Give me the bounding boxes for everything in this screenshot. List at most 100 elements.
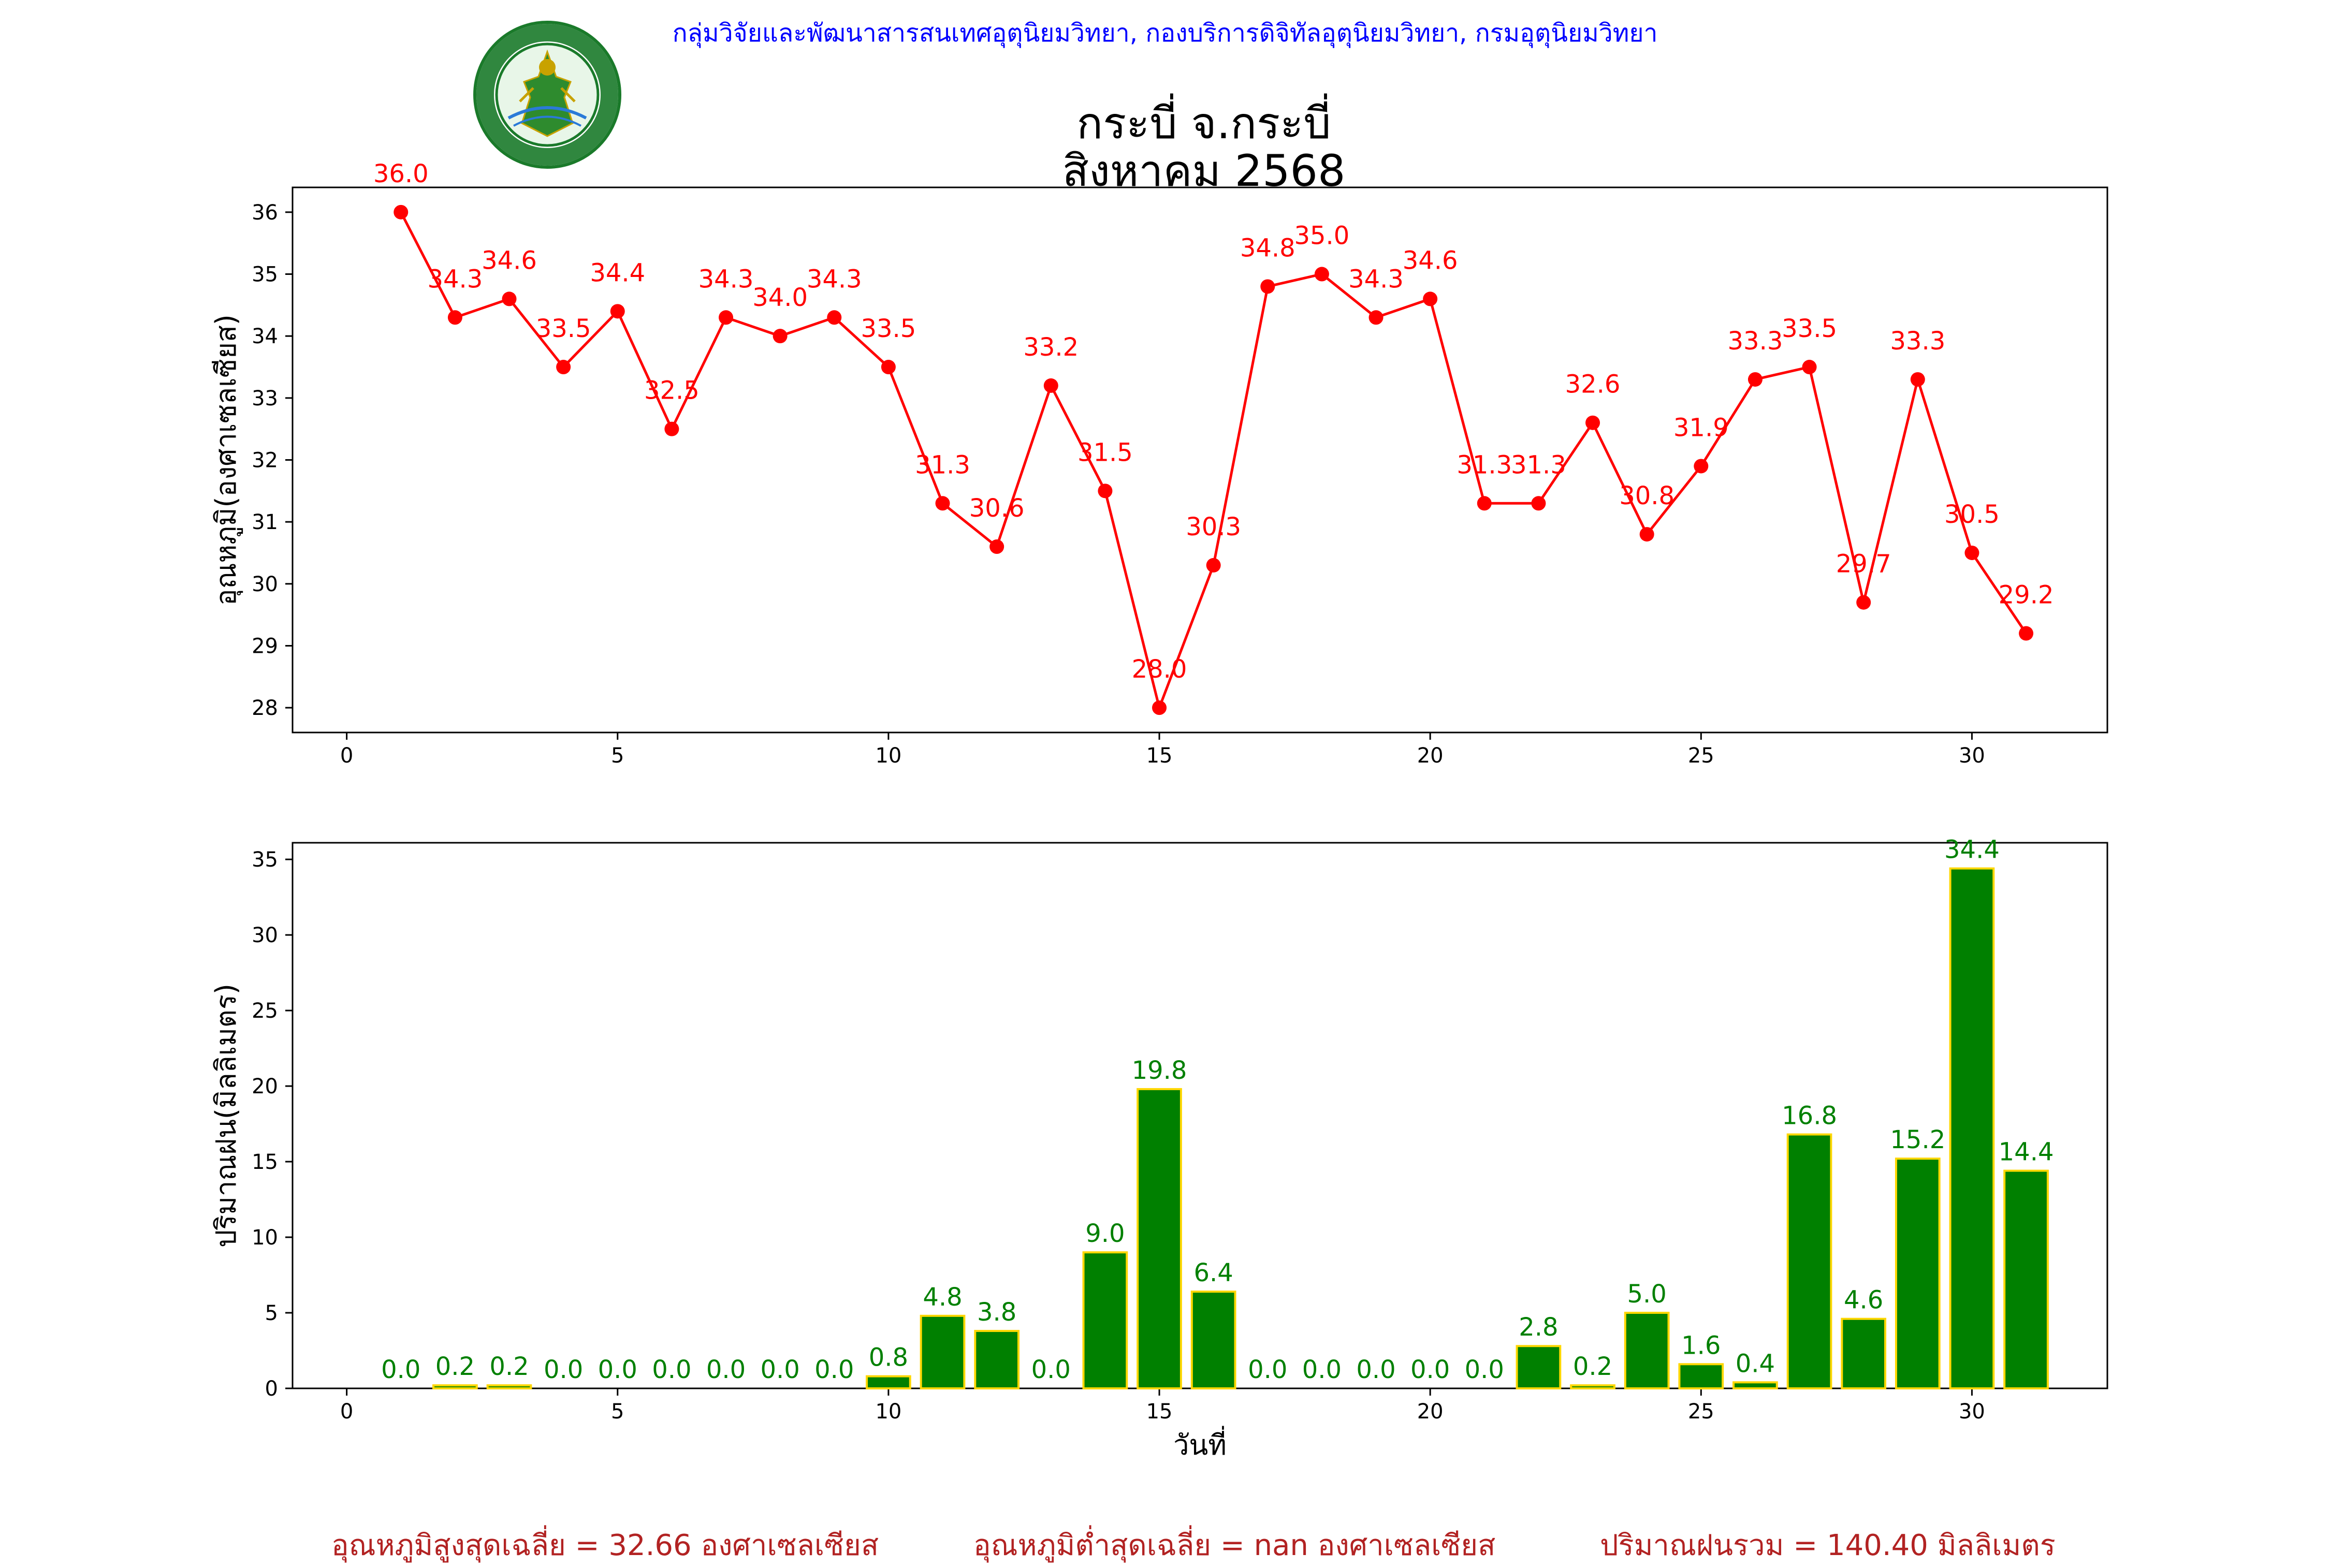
temp-data-label: 30.8 [1619, 481, 1674, 510]
temp-data-label: 30.5 [1944, 500, 2000, 529]
rain-data-label: 4.6 [1844, 1286, 1883, 1315]
temp-x-tick-label: 15 [1146, 744, 1173, 768]
temp-point [881, 360, 896, 375]
rain-data-label: 0.0 [1248, 1355, 1287, 1384]
rain-x-tick-label: 10 [875, 1400, 901, 1424]
temp-y-tick-label: 34 [252, 325, 278, 348]
temp-data-label: 34.3 [807, 265, 862, 294]
rain-x-tick-label: 20 [1417, 1400, 1444, 1424]
rain-bar [920, 1314, 966, 1389]
rain-y-tick-label: 20 [252, 1075, 278, 1098]
rain-x-tick-label: 0 [340, 1400, 353, 1424]
rain-data-label: 0.0 [544, 1355, 583, 1384]
temp-data-label: 31.3 [915, 450, 970, 479]
temp-data-label: 34.3 [1348, 265, 1404, 294]
temp-y-axis-label: อุณหภูมิ(องศาเซลเซียส) [210, 314, 243, 606]
temp-point [1098, 483, 1113, 499]
temp-point [1423, 291, 1438, 306]
temp-point [1639, 527, 1654, 542]
temp-y-tick-label: 35 [252, 263, 278, 287]
department-logo [473, 21, 621, 169]
rain-bar [1570, 1384, 1615, 1389]
rain-data-label: 3.8 [977, 1298, 1016, 1327]
temp-y-tick-label: 33 [252, 387, 278, 411]
temp-point [827, 310, 842, 325]
temp-x-tick-label: 30 [1959, 744, 1985, 768]
rain-data-label: 4.8 [923, 1283, 962, 1312]
rain-data-label: 0.0 [1302, 1355, 1342, 1384]
temp-point [1856, 595, 1871, 610]
rain-data-label: 34.4 [1944, 836, 2000, 864]
rain-data-label: 2.8 [1519, 1313, 1558, 1342]
rain-bar [1082, 1251, 1128, 1390]
temp-data-label: 34.3 [427, 265, 483, 294]
temp-x-tick-label: 0 [340, 744, 353, 768]
temp-x-tick-label: 20 [1417, 744, 1444, 768]
rain-data-label: 5.0 [1627, 1280, 1666, 1309]
avg-min-temp-summary: อุณหภูมิต่ำสุดเฉลี่ย = nan องศาเซลเซียส [973, 1529, 1496, 1562]
temp-data-label: 32.5 [644, 376, 700, 405]
rain-bar [1949, 867, 1995, 1390]
rain-data-label: 0.0 [814, 1355, 854, 1384]
agency-header: กลุ่มวิจัยและพัฒนาสารสนเทศอุตุนิยมวิทยา,… [672, 19, 1658, 48]
temp-point [1910, 372, 1925, 387]
temp-data-label: 30.3 [1186, 512, 1241, 541]
temp-y-tick-label: 32 [252, 449, 278, 473]
temp-data-label: 32.6 [1565, 370, 1621, 399]
rain-data-label: 9.0 [1085, 1219, 1125, 1248]
rain-data-label: 6.4 [1193, 1258, 1233, 1287]
temp-data-label: 28.0 [1132, 655, 1187, 684]
temp-point [1152, 700, 1167, 715]
temp-data-label: 33.5 [536, 314, 591, 343]
rain-bar [1732, 1381, 1778, 1389]
rain-data-label: 0.0 [598, 1355, 637, 1384]
temp-data-label: 31.5 [1077, 438, 1133, 467]
temp-point [719, 310, 734, 325]
temp-point [1585, 415, 1600, 430]
rain-data-label: 0.0 [652, 1355, 691, 1384]
rain-y-axis-label: ปริมาณฝน(มิลลิเมตร) [210, 984, 242, 1248]
rain-x-tick-label: 25 [1688, 1400, 1714, 1424]
rain-bar [432, 1384, 478, 1389]
rain-bar [2003, 1169, 2049, 1389]
rain-y-tick-label: 15 [252, 1150, 278, 1174]
rain-bar [1516, 1345, 1562, 1389]
temp-point [610, 304, 625, 319]
rain-y-tick-label: 5 [265, 1301, 278, 1325]
temp-point [502, 291, 517, 306]
rain-bar [1190, 1291, 1236, 1390]
temp-data-label: 29.7 [1836, 550, 1891, 579]
temp-data-label: 31.3 [1511, 450, 1566, 479]
rain-data-label: 0.0 [381, 1355, 420, 1384]
rain-data-label: 1.6 [1681, 1331, 1721, 1360]
rain-bar [1841, 1317, 1887, 1390]
rain-bar [1137, 1088, 1182, 1389]
temp-point [773, 329, 788, 344]
temp-point [1368, 310, 1384, 325]
rain-y-tick-label: 10 [252, 1226, 278, 1250]
temp-data-label: 35.0 [1294, 222, 1349, 251]
rain-bar [1678, 1363, 1724, 1390]
temp-x-tick-label: 5 [611, 744, 624, 768]
temp-point [1694, 459, 1709, 474]
rain-bar [486, 1384, 532, 1389]
temp-data-label: 34.8 [1240, 233, 1295, 262]
temp-point [1314, 267, 1329, 282]
rain-y-tick-label: 0 [265, 1377, 278, 1401]
temp-data-label: 36.0 [373, 159, 429, 188]
temp-point [1260, 279, 1275, 294]
rain-y-tick-label: 35 [252, 848, 278, 872]
rain-data-label: 0.0 [1031, 1355, 1071, 1384]
temp-y-tick-label: 36 [252, 201, 278, 225]
rain-x-tick-label: 5 [611, 1400, 624, 1424]
temp-point [447, 310, 462, 325]
temp-data-label: 33.2 [1023, 333, 1079, 362]
rain-data-label: 0.2 [489, 1352, 529, 1381]
temp-point [2019, 626, 2034, 641]
rain-data-label: 0.0 [1465, 1355, 1504, 1384]
temp-y-tick-label: 29 [252, 634, 278, 658]
rain-data-label: 0.8 [869, 1343, 908, 1372]
rain-bar [974, 1330, 1020, 1390]
rain-data-label: 16.8 [1782, 1101, 1837, 1130]
rain-data-label: 14.4 [1999, 1138, 2054, 1167]
